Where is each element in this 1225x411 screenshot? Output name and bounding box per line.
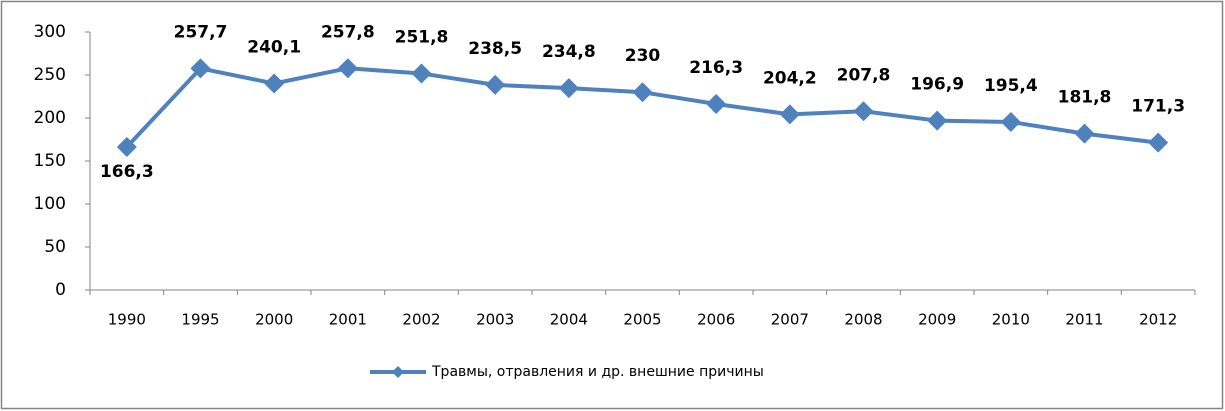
data-point xyxy=(264,73,285,94)
data-point xyxy=(558,78,579,99)
y-tick-label: 0 xyxy=(55,280,66,300)
data-label: 257,8 xyxy=(321,22,375,42)
y-tick-label: 200 xyxy=(34,108,66,128)
x-tick-label: 2000 xyxy=(255,311,293,329)
data-label: 230 xyxy=(625,46,661,66)
x-tick-label: 2010 xyxy=(992,311,1030,329)
x-tick-label: 2012 xyxy=(1139,311,1177,329)
y-tick-label: 150 xyxy=(34,151,66,171)
x-tick-label: 2003 xyxy=(476,311,514,329)
data-point xyxy=(1000,111,1021,132)
data-point xyxy=(779,104,800,125)
data-label: 171,3 xyxy=(1131,97,1185,117)
y-tick-label: 50 xyxy=(44,237,66,257)
data-label: 166,3 xyxy=(100,162,154,182)
data-label: 195,4 xyxy=(984,76,1038,96)
data-point xyxy=(1148,132,1169,153)
y-tick-label: 100 xyxy=(34,194,66,214)
x-tick-label: 2009 xyxy=(918,311,956,329)
y-tick-label: 250 xyxy=(34,65,66,85)
data-label: 251,8 xyxy=(395,27,449,47)
data-label: 238,5 xyxy=(468,39,522,59)
data-label: 234,8 xyxy=(542,42,596,62)
data-label: 204,2 xyxy=(763,68,817,88)
data-label: 196,9 xyxy=(910,75,964,95)
x-tick-label: 1995 xyxy=(181,311,219,329)
data-label: 181,8 xyxy=(1058,88,1112,108)
data-point xyxy=(1074,123,1095,144)
data-point xyxy=(337,58,358,79)
data-point xyxy=(190,58,211,79)
legend-marker xyxy=(392,366,404,378)
data-label: 207,8 xyxy=(837,65,891,85)
legend-label: Травмы, отравления и др. внешние причины xyxy=(431,364,764,380)
data-point xyxy=(853,101,874,122)
data-point xyxy=(411,63,432,84)
data-label: 240,1 xyxy=(247,38,301,58)
x-tick-label: 2002 xyxy=(402,311,440,329)
data-label: 216,3 xyxy=(689,58,743,78)
x-tick-label: 2001 xyxy=(329,311,367,329)
x-tick-label: 2007 xyxy=(771,311,809,329)
y-tick-label: 300 xyxy=(34,22,66,42)
data-label: 257,7 xyxy=(174,22,228,42)
data-point xyxy=(116,136,137,157)
x-tick-label: 2008 xyxy=(844,311,882,329)
data-point xyxy=(927,110,948,131)
data-point xyxy=(485,74,506,95)
x-tick-label: 2006 xyxy=(697,311,735,329)
x-tick-label: 2004 xyxy=(550,311,588,329)
x-tick-label: 2005 xyxy=(623,311,661,329)
x-tick-label: 2011 xyxy=(1065,311,1103,329)
data-point xyxy=(706,93,727,114)
data-point xyxy=(632,82,653,103)
x-tick-label: 1990 xyxy=(108,311,146,329)
